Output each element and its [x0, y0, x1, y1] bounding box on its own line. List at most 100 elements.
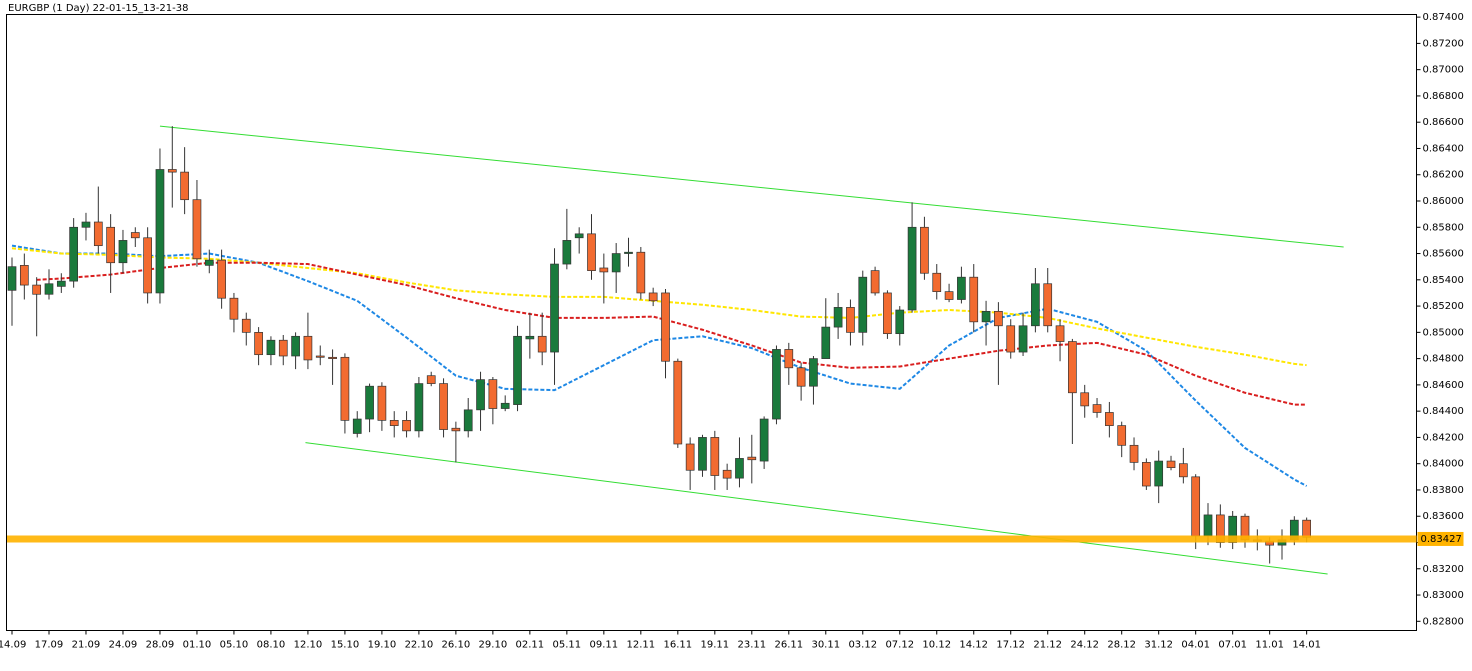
x-tick-label: 11.01 — [1255, 640, 1284, 651]
candle-body — [56, 280, 66, 287]
x-tick-label: 24.12 — [1070, 640, 1099, 651]
candle-body — [1031, 283, 1040, 327]
y-tick-label: 0.87400 — [1423, 12, 1464, 23]
candle-body — [1105, 412, 1114, 426]
y-tick-label: 0.85800 — [1423, 222, 1464, 233]
candle-body — [1142, 462, 1151, 487]
candle-body — [611, 253, 621, 273]
candle-body — [870, 270, 880, 294]
y-tick-label: 0.85200 — [1423, 301, 1464, 312]
candle-body — [451, 427, 461, 432]
candle-body — [796, 367, 806, 387]
x-tick-label: 14.09 — [0, 640, 26, 651]
candle-body — [130, 232, 140, 239]
moving-average — [11, 244, 1308, 487]
candle-body — [476, 379, 485, 411]
y-tick-label: 0.83000 — [1423, 590, 1464, 601]
candle-body — [920, 226, 929, 274]
x-tick-label: 28.12 — [1107, 640, 1136, 651]
candle-body — [365, 385, 374, 420]
y-tick-label: 0.84000 — [1423, 459, 1464, 470]
candle-body — [784, 349, 794, 369]
x-tick-label: 24.09 — [109, 640, 138, 651]
y-tick-label: 0.87200 — [1423, 38, 1464, 49]
x-tick-label: 29.10 — [479, 640, 508, 651]
y-tick-label: 0.83600 — [1423, 511, 1464, 522]
y-tick-label: 0.83200 — [1423, 564, 1464, 575]
x-tick-label: 23.11 — [737, 640, 766, 651]
x-tick-label: 04.01 — [1181, 640, 1210, 651]
y-tick-label: 0.83800 — [1423, 485, 1464, 496]
candle-body — [328, 356, 337, 359]
candle-body — [587, 233, 596, 271]
candle-body — [7, 266, 17, 291]
candle-body — [1154, 460, 1164, 487]
candle-body — [180, 171, 189, 201]
y-tick-label: 0.85600 — [1423, 249, 1464, 260]
candle-body — [278, 339, 288, 357]
candle-body — [44, 283, 54, 295]
candle-body — [291, 335, 300, 357]
candle-body — [81, 221, 91, 228]
candle-body — [957, 276, 966, 300]
candle-body — [315, 355, 325, 358]
candle-body — [969, 276, 979, 323]
candle-body — [883, 292, 892, 335]
candle-body — [167, 169, 177, 173]
candle-body — [1166, 460, 1176, 468]
x-tick-label: 10.12 — [922, 640, 951, 651]
y-tick-label: 0.84600 — [1423, 380, 1464, 391]
candle-body — [204, 259, 214, 266]
candle-body — [32, 284, 42, 295]
candle-body — [821, 326, 831, 359]
candle-body — [525, 335, 535, 340]
candle-body — [981, 310, 991, 323]
x-tick-label: 07.01 — [1218, 640, 1247, 651]
x-tick-label: 12.11 — [627, 640, 656, 651]
y-tick-label: 0.86000 — [1423, 196, 1464, 207]
y-tick-label: 0.86400 — [1423, 143, 1464, 154]
candle-body — [833, 307, 843, 328]
candle-body — [710, 437, 720, 476]
y-tick-label: 0.86600 — [1423, 117, 1464, 128]
y-tick-label: 0.85000 — [1423, 327, 1464, 338]
moving-average — [36, 261, 1307, 406]
x-tick-label: 31.12 — [1144, 640, 1173, 651]
y-tick-label: 0.86200 — [1423, 170, 1464, 181]
candle-body — [1191, 476, 1201, 537]
candle-body — [254, 332, 263, 356]
x-tick-label: 14.12 — [959, 640, 988, 651]
y-tick-label: 0.86800 — [1423, 91, 1464, 102]
candle-body — [118, 240, 128, 264]
candle-body — [759, 418, 769, 462]
candle-body — [513, 335, 522, 405]
candle-body — [722, 469, 732, 479]
plot-frame — [6, 14, 1417, 631]
candle-body — [747, 456, 757, 461]
y-tick-label: 0.84400 — [1423, 406, 1464, 417]
candle-body — [439, 383, 448, 430]
candle-body — [377, 385, 387, 421]
candle-body — [648, 292, 658, 302]
x-tick-label: 14.01 — [1292, 640, 1321, 651]
y-tick-label: 0.82800 — [1423, 616, 1464, 627]
candle-body — [69, 226, 79, 282]
x-tick-label: 08.10 — [257, 640, 286, 651]
candle-body — [93, 221, 103, 247]
candle-body — [106, 226, 115, 264]
candle-body — [1178, 463, 1188, 478]
price-label-box — [1417, 531, 1464, 546]
candle-body — [550, 263, 559, 353]
candle-body — [352, 418, 362, 434]
candle-body — [1129, 444, 1139, 463]
x-tick-label: 26.11 — [774, 640, 803, 651]
x-tick-label: 22.10 — [405, 640, 434, 651]
x-tick-label: 30.11 — [811, 640, 840, 651]
candle-body — [562, 240, 572, 265]
candle-body — [661, 292, 670, 362]
candle-body — [772, 349, 781, 420]
y-tick-label: 0.85400 — [1423, 275, 1464, 286]
x-tick-label: 03.12 — [848, 640, 877, 651]
candle-body — [303, 335, 313, 361]
x-tick-label: 12.10 — [294, 640, 323, 651]
